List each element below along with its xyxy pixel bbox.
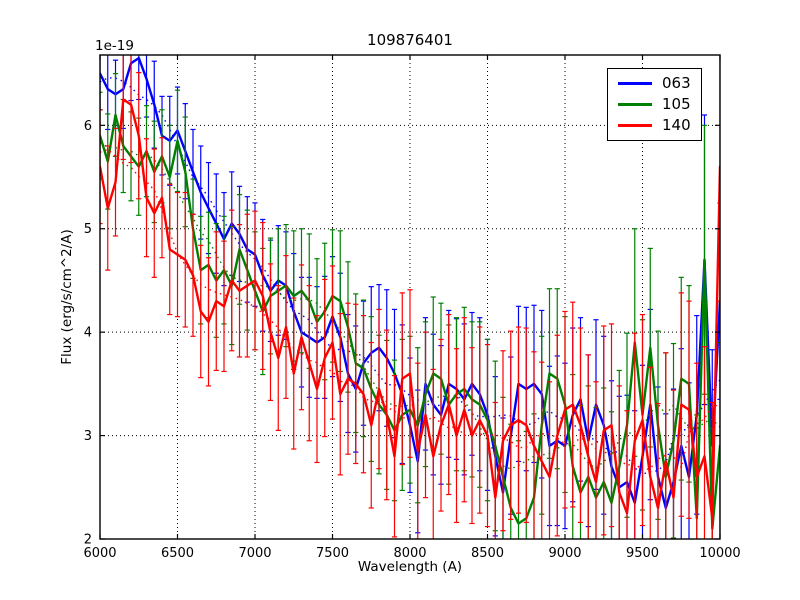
legend-label: 063	[662, 74, 691, 92]
chart-title: 109876401	[367, 31, 453, 49]
axes-spines	[99, 54, 721, 540]
y-tick-label: 2	[84, 533, 92, 548]
smoothed-dotted-line	[100, 142, 720, 470]
y-axis-offset-text: 1e-19	[95, 38, 134, 54]
spectrum-line	[100, 98, 720, 520]
x-tick-label: 9500	[626, 546, 659, 561]
smoothed-dotted-line	[100, 77, 720, 475]
legend-label: 105	[662, 95, 691, 113]
y-axis-label: Flux (erg/s/cm^2/A)	[59, 229, 75, 365]
x-tick-label: 6500	[161, 546, 194, 561]
y-tick-label: 4	[84, 326, 92, 341]
y-tick-label: 3	[84, 429, 92, 444]
legend-item-105: 105	[618, 96, 691, 113]
y-tick-label: 5	[84, 222, 92, 237]
legend-item-063: 063	[618, 75, 691, 92]
x-tick-label: 9000	[548, 546, 581, 561]
y-tick-label: 6	[84, 119, 92, 134]
legend-line-swatch	[618, 124, 652, 127]
x-tick-label: 8000	[393, 546, 426, 561]
x-tick-label: 8500	[471, 546, 504, 561]
legend-item-140: 140	[618, 117, 691, 134]
legend: 063 105 140	[607, 68, 702, 141]
x-tick-label: 10000	[699, 546, 740, 561]
legend-line-swatch	[618, 82, 652, 85]
smoothed-dotted-line	[100, 148, 720, 472]
x-tick-label: 7000	[238, 546, 271, 561]
x-tick-label: 6000	[83, 546, 116, 561]
series-140	[100, 55, 720, 539]
x-axis-label: Wavelength (A)	[357, 559, 463, 575]
legend-line-swatch	[618, 103, 652, 106]
x-tick-label: 7500	[316, 546, 349, 561]
legend-label: 140	[662, 116, 691, 134]
